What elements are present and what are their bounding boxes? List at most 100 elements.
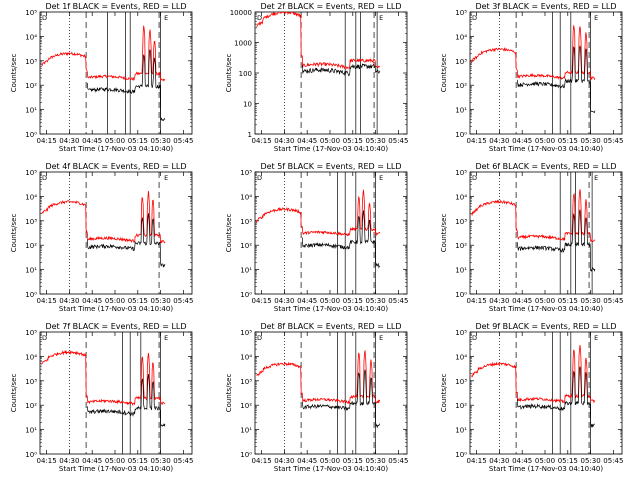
panel-title: Det 2f BLACK = Events, RED = LLD — [260, 2, 401, 11]
y-tick-label: 10³ — [455, 218, 467, 226]
x-tick-label: 05:00 — [320, 457, 340, 465]
corner-label-d: D — [42, 174, 47, 182]
x-tick-label: 04:15 — [251, 457, 271, 465]
y-tick-label: 10² — [25, 402, 37, 410]
corner-label-e: E — [379, 334, 383, 342]
y-tick-label: 10³ — [240, 218, 252, 226]
y-tick-label: 10⁵ — [240, 169, 252, 177]
x-tick-label: 05:00 — [320, 137, 340, 145]
y-tick-label: 10⁰ — [240, 291, 252, 299]
lld-series-line — [256, 12, 381, 70]
x-axis-label: Start Time (17-Nov-03 04:10:40) — [59, 145, 173, 153]
y-tick-label: 10⁰ — [25, 131, 37, 139]
y-tick-label: 10⁰ — [455, 291, 467, 299]
x-tick-label: 04:45 — [297, 297, 317, 305]
x-tick-label: 05:00 — [320, 297, 340, 305]
y-tick-label: 10⁵ — [240, 329, 252, 337]
x-tick-label: 05:30 — [365, 297, 385, 305]
lld-series-line — [471, 189, 596, 243]
y-tick-label: 10⁵ — [25, 329, 37, 337]
x-tick-label: 05:45 — [173, 457, 193, 465]
x-tick-label: 05:15 — [558, 457, 578, 465]
x-tick-label: 05:45 — [603, 457, 623, 465]
y-axis-label: Counts/sec — [225, 214, 233, 253]
x-tick-label: 04:15 — [466, 297, 486, 305]
y-tick-label: 10⁵ — [455, 9, 467, 17]
x-tick-label: 04:45 — [512, 137, 532, 145]
x-tick-label: 05:15 — [343, 137, 363, 145]
y-tick-label: 10³ — [25, 378, 37, 386]
y-tick-label: 10³ — [240, 378, 252, 386]
y-tick-label: 10¹ — [455, 427, 467, 435]
y-tick-label: 10¹ — [240, 267, 252, 275]
x-tick-label: 05:00 — [535, 297, 555, 305]
x-tick-label: 05:30 — [580, 137, 600, 145]
y-tick-label: 10⁰ — [455, 451, 467, 459]
x-tick-label: 04:15 — [466, 457, 486, 465]
x-tick-label: 04:45 — [82, 137, 102, 145]
events-series-line — [516, 45, 596, 114]
y-tick-label: 10⁵ — [455, 329, 467, 337]
x-axis-label: Start Time (17-Nov-03 04:10:40) — [489, 305, 603, 313]
y-tick-label: 10² — [25, 242, 37, 250]
panel-title: Det 6f BLACK = Events, RED = LLD — [475, 162, 616, 171]
x-tick-label: 05:45 — [388, 297, 408, 305]
y-tick-label: 10¹ — [25, 107, 37, 115]
corner-label-d: D — [472, 174, 477, 182]
y-tick-label: 10⁴ — [25, 193, 37, 201]
plot-frame — [39, 171, 193, 295]
x-tick-label: 05:15 — [128, 457, 148, 465]
x-tick-label: 04:45 — [512, 457, 532, 465]
y-tick-label: 1 — [248, 131, 252, 139]
plot-frame — [254, 331, 408, 455]
x-tick-label: 04:30 — [274, 297, 294, 305]
x-tick-label: 04:45 — [512, 297, 532, 305]
x-tick-label: 05:30 — [365, 137, 385, 145]
panel-title: Det 3f BLACK = Events, RED = LLD — [475, 2, 616, 11]
y-tick-label: 10⁵ — [25, 169, 37, 177]
x-tick-label: 04:45 — [297, 457, 317, 465]
x-tick-label: 05:45 — [173, 137, 193, 145]
x-axis-label: Start Time (17-Nov-03 04:10:40) — [274, 305, 388, 313]
x-tick-label: 05:00 — [535, 137, 555, 145]
x-axis-label: Start Time (17-Nov-03 04:10:40) — [59, 465, 173, 473]
y-tick-label: 10² — [455, 82, 467, 90]
corner-label-d: D — [472, 14, 477, 22]
panel-title: Det 5f BLACK = Events, RED = LLD — [260, 162, 401, 171]
x-tick-label: 05:00 — [535, 457, 555, 465]
plot-frame — [469, 171, 623, 295]
x-axis-label: Start Time (17-Nov-03 04:10:40) — [274, 465, 388, 473]
y-tick-label: 10⁴ — [240, 353, 252, 361]
lld-series-line — [256, 189, 381, 237]
x-tick-label: 05:30 — [365, 457, 385, 465]
lld-series-line — [41, 349, 166, 406]
corner-label-e: E — [379, 14, 383, 22]
y-axis-label: Counts/sec — [225, 374, 233, 413]
x-tick-label: 05:45 — [388, 137, 408, 145]
lld-series-line — [41, 25, 166, 82]
y-axis-label: Counts/sec — [10, 54, 18, 93]
y-tick-label: 10000 — [230, 9, 252, 17]
y-tick-label: 10⁵ — [455, 169, 467, 177]
y-tick-label: 10² — [240, 242, 252, 250]
y-tick-label: 10⁵ — [25, 9, 37, 17]
x-tick-label: 04:45 — [82, 457, 102, 465]
y-tick-label: 10¹ — [25, 267, 37, 275]
y-tick-label: 10² — [455, 242, 467, 250]
x-tick-label: 05:45 — [173, 297, 193, 305]
x-tick-label: 05:00 — [105, 457, 125, 465]
y-tick-label: 10³ — [25, 58, 37, 66]
y-tick-label: 10³ — [455, 58, 467, 66]
events-series-line — [86, 49, 166, 122]
y-axis-label: Counts/sec — [440, 214, 448, 253]
x-tick-label: 05:45 — [603, 297, 623, 305]
events-series-line — [301, 369, 381, 429]
y-tick-label: 10⁴ — [240, 193, 252, 201]
x-tick-label: 05:30 — [150, 137, 170, 145]
plot-frame — [254, 11, 408, 135]
x-axis-label: Start Time (17-Nov-03 04:10:40) — [489, 465, 603, 473]
y-axis-label: Counts/sec — [225, 54, 233, 93]
x-tick-label: 04:30 — [59, 137, 79, 145]
events-series-line — [301, 210, 381, 269]
